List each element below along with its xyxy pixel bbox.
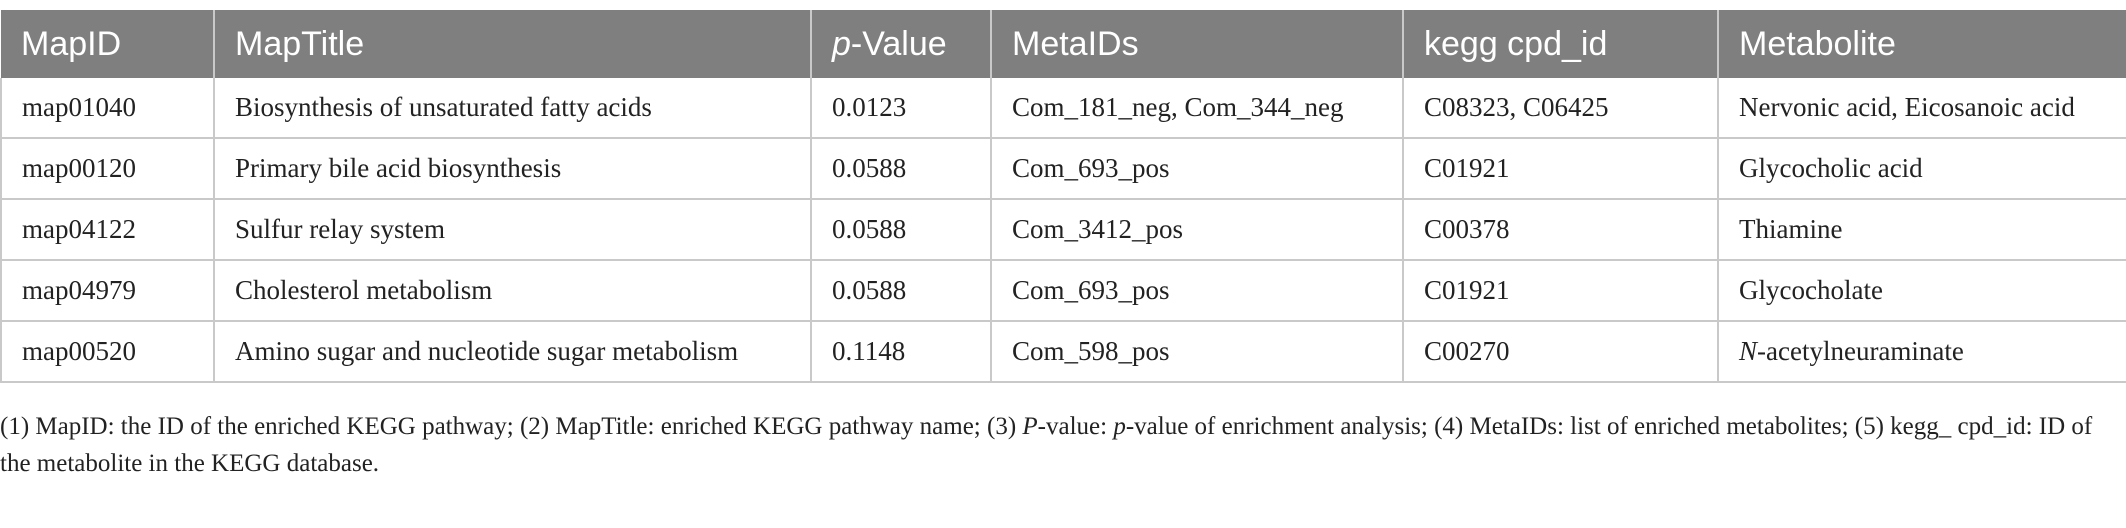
table-row: map01040 Biosynthesis of unsaturated fat… [0,78,2126,139]
table-row: map00120 Primary bile acid biosynthesis … [0,138,2126,200]
table-row: map04979 Cholesterol metabolism 0.0588 C… [0,260,2126,322]
footnote-part-3: -value of enrichment analysis; (4) MetaI… [0,413,2093,477]
cell-metabolite-text: Nervonic acid, Eicosanoic acid [1739,92,2075,122]
cell-metabolite-text: Glycocholate [1739,275,1883,305]
cell-metabolite: Glycocholic acid [1718,138,2126,200]
cell-p-value: 0.1148 [811,321,992,383]
cell-map-title: Cholesterol metabolism [214,260,812,322]
cell-map-title: Sulfur relay system [214,199,812,261]
table-row: map04122 Sulfur relay system 0.0588 Com_… [0,199,2126,261]
cell-meta-ids: Com_693_pos [991,138,1404,200]
header-row: MapID MapTitle p-Value MetaIDs kegg cpd_… [1,10,2126,78]
cell-metabolite-text: -acetylneuraminate [1757,336,1964,366]
cell-map-id: map00120 [0,138,215,200]
cell-map-title: Biosynthesis of unsaturated fatty acids [214,78,812,139]
header-map-id: MapID [1,10,215,78]
footnote-part-2: -value: [1037,413,1114,440]
cell-p-value: 0.0588 [811,138,992,200]
table-footnote: (1) MapID: the ID of the enriched KEGG p… [0,408,2110,482]
cell-kegg-cpd-id: C08323, C06425 [1403,78,1719,139]
enrichment-table: MapID MapTitle p-Value MetaIDs kegg cpd_… [0,10,2126,383]
footnote-italic-p-lower: p [1113,413,1126,440]
cell-metabolite: Glycocholate [1718,260,2126,322]
cell-map-id: map01040 [0,78,215,139]
cell-meta-ids: Com_181_neg, Com_344_neg [991,78,1404,139]
cell-metabolite: Thiamine [1718,199,2126,261]
cell-p-value: 0.0123 [811,78,992,139]
footnote-italic-p-upper: P [1022,413,1038,440]
header-p-value-italic: p [832,24,851,63]
cell-kegg-cpd-id: C00270 [1403,321,1719,383]
cell-kegg-cpd-id: C01921 [1403,138,1719,200]
cell-metabolite: Nervonic acid, Eicosanoic acid [1718,78,2126,139]
cell-meta-ids: Com_3412_pos [991,199,1404,261]
data-table-container: MapID MapTitle p-Value MetaIDs kegg cpd_… [0,10,2126,383]
table-body: map01040 Biosynthesis of unsaturated fat… [0,78,2126,383]
footnote-part-1: (1) MapID: the ID of the enriched KEGG p… [0,413,1023,440]
cell-meta-ids: Com_693_pos [991,260,1404,322]
table-header: MapID MapTitle p-Value MetaIDs kegg cpd_… [1,10,2126,78]
cell-p-value: 0.0588 [811,199,992,261]
cell-map-id: map04122 [0,199,215,261]
cell-metabolite-text: Glycocholic acid [1739,153,1923,183]
cell-p-value: 0.0588 [811,260,992,322]
cell-metabolite: N-acetylneuraminate [1718,321,2126,383]
cell-map-title: Amino sugar and nucleotide sugar metabol… [214,321,812,383]
table-row: map00520 Amino sugar and nucleotide suga… [0,321,2126,383]
cell-meta-ids: Com_598_pos [991,321,1404,383]
header-p-value: p-Value [811,10,992,78]
cell-map-id: map00520 [0,321,215,383]
header-map-title: MapTitle [214,10,812,78]
header-meta-ids: MetaIDs [991,10,1404,78]
cell-kegg-cpd-id: C00378 [1403,199,1719,261]
cell-metabolite-text: Thiamine [1739,214,1843,244]
cell-map-title: Primary bile acid biosynthesis [214,138,812,200]
header-p-value-rest: -Value [850,24,947,63]
cell-kegg-cpd-id: C01921 [1403,260,1719,322]
cell-map-id: map04979 [0,260,215,322]
header-kegg-cpd-id: kegg cpd_id [1403,10,1719,78]
cell-metabolite-italic: N [1739,336,1758,366]
header-metabolite: Metabolite [1718,10,2126,78]
